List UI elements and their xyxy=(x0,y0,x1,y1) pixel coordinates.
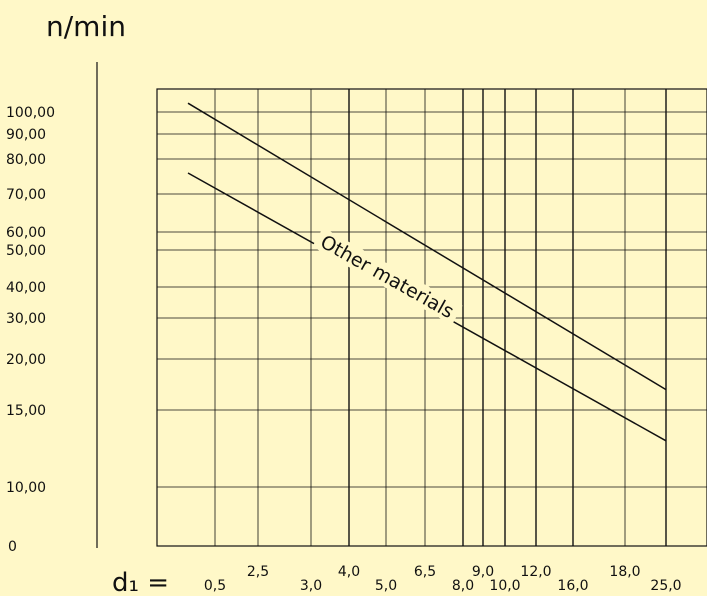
x-tick-label: 12,0 xyxy=(520,564,551,580)
x-tick-label: 4,0 xyxy=(338,564,360,580)
y-tick-label: 15,00 xyxy=(6,403,46,419)
y-tick-label: 30,00 xyxy=(6,311,46,327)
x-tick-label: 0,5 xyxy=(204,578,226,594)
y-tick-label: 70,00 xyxy=(6,187,46,203)
y-tick-label: 80,00 xyxy=(6,152,46,168)
y-tick-label: 0 xyxy=(8,539,17,555)
x-tick-label: 2,5 xyxy=(247,564,269,580)
y-tick-label: 100,00 xyxy=(6,105,55,121)
series-lines: Other materials xyxy=(187,102,667,442)
series-line xyxy=(187,102,667,391)
x-tick-label: 5,0 xyxy=(375,578,397,594)
x-tick-label: 6,5 xyxy=(414,564,436,580)
y-tick-labels: 100,00 90,00 80,00 70,00 60,00 50,00 40,00 30,0… xyxy=(6,105,55,555)
series-label-bg xyxy=(312,227,463,325)
x-tick-label: 8,0 xyxy=(452,578,474,594)
plot-frame xyxy=(156,88,707,547)
series-label: Other materials xyxy=(317,231,458,323)
y-tick-label: 40,00 xyxy=(6,280,46,296)
x-tick-label: 10,0 xyxy=(489,578,520,594)
x-tick-label: 25,0 xyxy=(650,578,681,594)
x-tick-label: 18,0 xyxy=(609,564,640,580)
x-tick-labels: 2,5 4,0 6,5 9,0 12,0 18,0 0,5 3,0 5,0 8,0 10,0 16,0… xyxy=(204,564,682,594)
x-tick-label: 9,0 xyxy=(472,564,494,580)
grid xyxy=(156,88,707,547)
y-tick-label: 20,00 xyxy=(6,352,46,368)
y-tick-label: 60,00 xyxy=(6,225,46,241)
y-tick-label: 90,00 xyxy=(6,127,46,143)
x-tick-label: 3,0 xyxy=(300,578,322,594)
chart-title: n/min xyxy=(46,10,126,43)
x-axis-prefix: d₁ = xyxy=(112,568,169,596)
y-tick-label: 50,00 xyxy=(6,243,46,259)
x-tick-label: 16,0 xyxy=(557,578,588,594)
y-tick-label: 10,00 xyxy=(6,480,46,496)
